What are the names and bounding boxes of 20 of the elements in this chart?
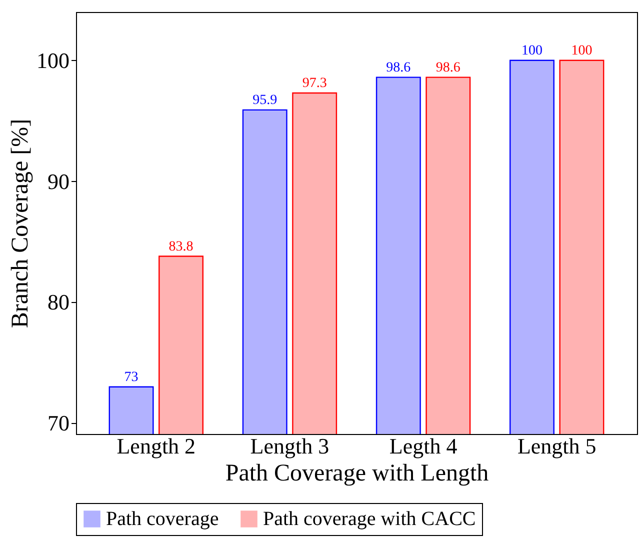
y-tick-label: 80: [48, 290, 70, 315]
data-label: 98.6: [386, 60, 411, 76]
data-label: 73: [124, 370, 138, 385]
x-tick-label: Length 5: [517, 434, 596, 458]
data-label: 98.6: [436, 60, 460, 76]
data-label: 95.9: [252, 92, 278, 108]
data-label: 97.3: [302, 76, 327, 92]
data-label: 100: [571, 43, 592, 58]
x-tick-label: Length 3: [250, 434, 330, 458]
y-tick-label: 100: [36, 48, 70, 73]
legend-label: Path coverage: [106, 508, 219, 530]
y-axis-title: Branch Coverage [%]: [8, 118, 34, 328]
x-axis-title: Path Coverage with Length: [225, 460, 489, 486]
data-label: 83.8: [168, 239, 194, 254]
y-tick-label: 70: [48, 410, 70, 436]
legend-label: Path coverage with CACC: [263, 508, 476, 530]
x-tick-label: Length 2: [116, 434, 196, 458]
y-tick-label: 90: [48, 168, 70, 194]
data-label: 100: [521, 43, 542, 58]
x-tick-label: Legth 4: [389, 434, 458, 458]
